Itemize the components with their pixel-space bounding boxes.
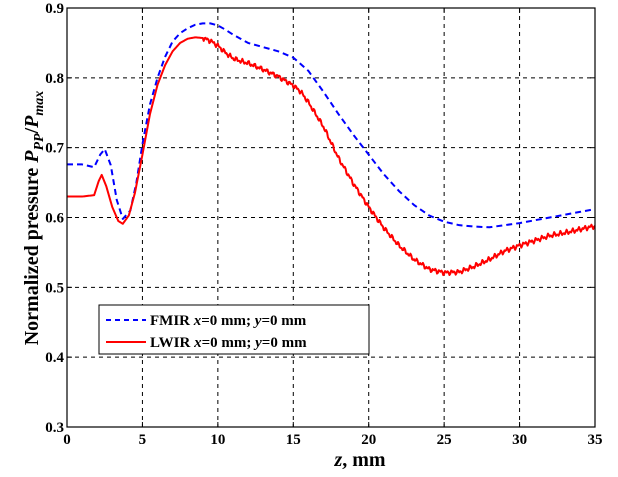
- legend-fmir-yval: =0 mm: [261, 313, 306, 329]
- x-tick-label: 20: [361, 432, 376, 448]
- legend-lwir-xval: =0 mm;: [202, 335, 256, 351]
- y-axis-denominator: P: [21, 115, 43, 129]
- x-tick-label: 10: [210, 432, 225, 448]
- tick-labels: 0 5 10 15 20 25 30 35 0.3 0.4 0.5 0.6 0.7 0.8 0.9: [45, 1, 602, 448]
- y-tick-label: 0.5: [45, 280, 64, 296]
- y-tick-label: 0.3: [45, 420, 64, 436]
- legend-label-lwir: LWIR x=0 mm; y=0 mm: [150, 335, 307, 351]
- x-tick-label: 15: [286, 432, 301, 448]
- x-tick-label: 25: [437, 432, 452, 448]
- y-tick-label: 0.9: [45, 1, 64, 17]
- series-layer: [66, 22, 596, 277]
- grid: [67, 8, 595, 427]
- y-axis-slash: /: [21, 127, 43, 134]
- y-axis-label-prefix: Normalized pressure: [21, 163, 43, 346]
- legend-fmir-y: y: [253, 313, 262, 329]
- y-axis-numerator-sub: PP: [32, 133, 47, 151]
- x-tick-label: 5: [139, 432, 147, 448]
- y-tick-label: 0.8: [45, 71, 64, 87]
- y-tick-label: 0.6: [45, 211, 64, 227]
- plot-frame: [66, 7, 596, 428]
- x-tick-label: 30: [512, 432, 527, 448]
- y-axis-numerator: P: [21, 150, 43, 164]
- y-axis-denominator-sub: max: [32, 91, 47, 116]
- y-axis-label: Normalized pressure PPP/Pmax: [21, 91, 47, 346]
- x-tick-label: 35: [588, 432, 603, 448]
- legend-fmir-xval: =0 mm;: [201, 313, 255, 329]
- legend-lwir-name: LWIR: [150, 335, 194, 351]
- y-tick-label: 0.4: [45, 350, 64, 366]
- legend-fmir-x: x: [193, 313, 202, 329]
- series-line-lwir: [66, 36, 596, 277]
- x-axis-variable: z: [333, 449, 342, 471]
- x-tick-label: 0: [63, 432, 71, 448]
- legend-fmir-name: FMIR: [150, 313, 194, 329]
- legend-box: [98, 304, 370, 355]
- legend-lwir-y: y: [253, 335, 262, 351]
- legend-lwir-yval: =0 mm: [262, 335, 307, 351]
- x-axis-unit: , mm: [342, 449, 386, 471]
- legend: FMIR x=0 mm; y=0 mm LWIR x=0 mm; y=0 mm: [98, 304, 370, 355]
- x-axis-label: z, mm: [333, 449, 385, 471]
- y-tick-label: 0.7: [45, 141, 64, 157]
- legend-lwir-x: x: [193, 335, 202, 351]
- legend-label-fmir: FMIR x=0 mm; y=0 mm: [150, 313, 307, 329]
